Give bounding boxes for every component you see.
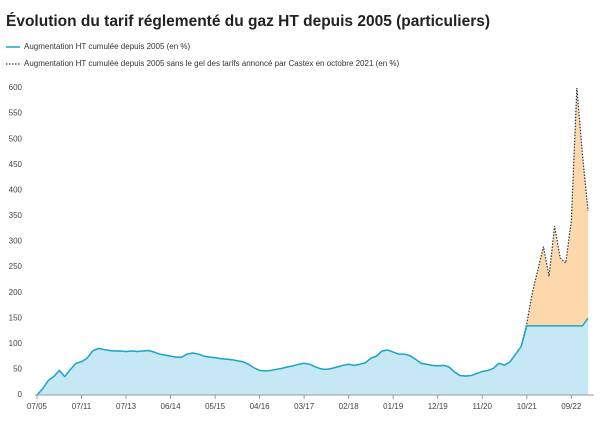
x-tick-label: 04/16 — [250, 402, 271, 411]
y-tick-label: 100 — [9, 339, 23, 348]
y-tick-label: 550 — [9, 109, 23, 118]
y-tick-label: 350 — [9, 211, 23, 220]
chart-title: Évolution du tarif réglementé du gaz HT … — [6, 13, 490, 30]
line — [36, 317, 589, 396]
x-tick-label: 01/19 — [383, 402, 404, 411]
x-tick-label: 07/05 — [27, 402, 48, 411]
x-tick-label: 03/17 — [294, 402, 315, 411]
legend-label: Augmentation HT cumulée depuis 2005 sans… — [24, 59, 400, 68]
y-tick-label: 50 — [13, 365, 22, 374]
y-tick-label: 200 — [9, 288, 23, 297]
y-tick-label: 150 — [9, 313, 23, 322]
x-tick-label: 02/18 — [339, 402, 360, 411]
x-tick-label: 07/13 — [116, 402, 137, 411]
y-tick-label: 0 — [18, 390, 23, 399]
y-tick-label: 400 — [9, 185, 23, 194]
x-tick-label: 05/15 — [205, 402, 226, 411]
x-tick-label: 06/14 — [161, 402, 182, 411]
y-tick-label: 500 — [9, 134, 23, 143]
x-tick-label: 09/22 — [561, 402, 582, 411]
y-tick-label: 600 — [9, 83, 23, 92]
y-tick-label: 250 — [9, 262, 23, 271]
x-tick-label: 07/11 — [72, 402, 92, 411]
x-tick-label: 10/21 — [517, 402, 538, 411]
y-tick-label: 300 — [9, 237, 23, 246]
x-tick-label: 12/19 — [428, 402, 449, 411]
area — [37, 318, 588, 395]
line — [36, 87, 589, 396]
x-tick-label: 11/20 — [473, 402, 493, 411]
gap-area — [37, 88, 588, 395]
legend-label: Augmentation HT cumulée depuis 2005 (en … — [24, 42, 191, 51]
y-tick-label: 450 — [9, 160, 23, 169]
